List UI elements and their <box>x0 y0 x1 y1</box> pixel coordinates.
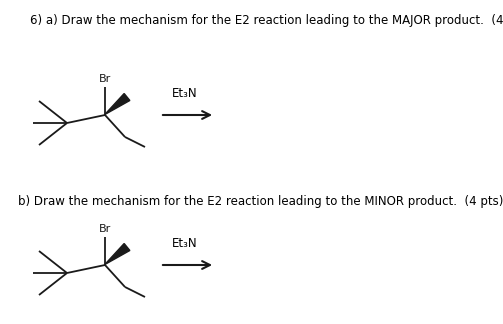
Text: Br: Br <box>99 74 111 84</box>
Text: b) Draw the mechanism for the E2 reaction leading to the MINOR product.  (4 pts): b) Draw the mechanism for the E2 reactio… <box>18 195 503 208</box>
Text: Et₃N: Et₃N <box>172 87 198 100</box>
Polygon shape <box>105 244 130 265</box>
Polygon shape <box>105 94 130 115</box>
Text: Et₃N: Et₃N <box>172 237 198 250</box>
Text: 6) a) Draw the mechanism for the E2 reaction leading to the MAJOR product.  (4 p: 6) a) Draw the mechanism for the E2 reac… <box>30 14 503 27</box>
Text: Br: Br <box>99 224 111 234</box>
